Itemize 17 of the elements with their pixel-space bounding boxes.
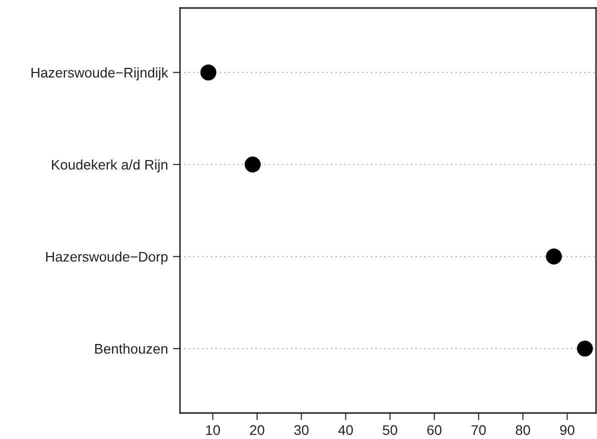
x-tick-label: 30 <box>294 425 309 436</box>
y-tick-label: Koudekerk a/d Rijn <box>52 159 168 172</box>
x-tick-label: 10 <box>206 425 220 436</box>
point <box>576 340 593 357</box>
y-tick-label: Hazerswoude−Rijndijk <box>32 67 168 80</box>
y-tick-label: Hazerswoude−Dorp <box>46 251 168 264</box>
x-tick-label: 40 <box>338 425 353 436</box>
x-tick-label: 80 <box>516 425 530 436</box>
y-tick-label: Benthouzen <box>95 344 168 354</box>
point <box>200 64 216 80</box>
x-tick-label: 70 <box>472 425 486 436</box>
x-tick-label: 50 <box>382 425 398 436</box>
x-tick-label: 90 <box>560 425 574 436</box>
point <box>546 248 562 264</box>
point <box>244 156 261 172</box>
x-tick-label: 20 <box>250 425 264 436</box>
x-tick-label: 60 <box>427 425 442 436</box>
